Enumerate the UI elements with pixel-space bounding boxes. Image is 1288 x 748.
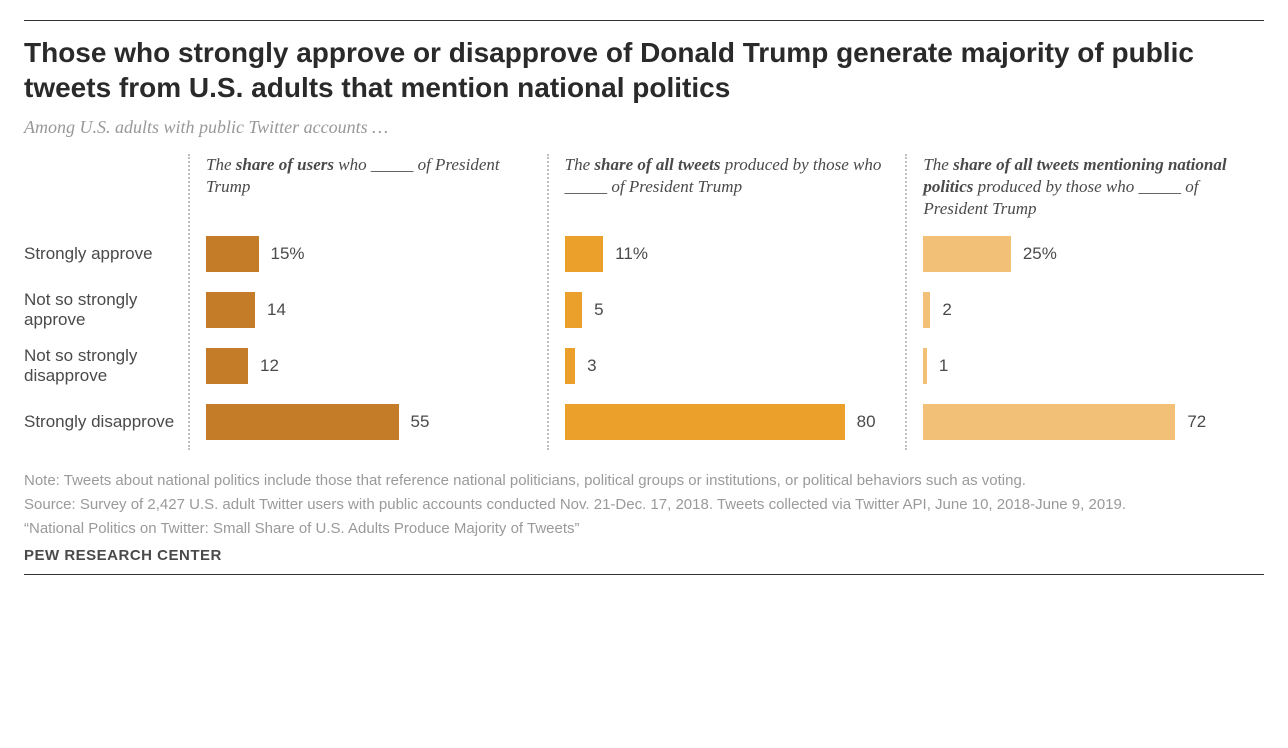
attribution: PEW RESEARCH CENTER: [24, 547, 1264, 564]
bar-value: 14: [267, 300, 286, 320]
footer-note: Note: Tweets about national politics inc…: [24, 470, 1264, 492]
panel-header: The share of all tweets mentioning natio…: [923, 154, 1252, 226]
bar-value: 55: [411, 412, 430, 432]
bar-value: 80: [857, 412, 876, 432]
category-label: Strongly approve: [24, 226, 188, 282]
bar: [206, 348, 248, 384]
bar-value: 15%: [271, 244, 305, 264]
bar: [923, 348, 927, 384]
panel-header: The share of all tweets produced by thos…: [565, 154, 894, 226]
category-label: Not so strongly approve: [24, 282, 188, 338]
bar-row: 3: [565, 338, 894, 394]
bar-row: 14: [206, 282, 535, 338]
category-axis: Strongly approve Not so strongly approve…: [24, 154, 188, 450]
bar: [565, 292, 583, 328]
bar: [206, 292, 255, 328]
panel-share-tweets: The share of all tweets produced by thos…: [547, 154, 906, 450]
panel-header-bold: share of all tweets: [594, 155, 720, 174]
bar-row: 5: [565, 282, 894, 338]
chart-area: Strongly approve Not so strongly approve…: [24, 154, 1264, 450]
bar-value: 25%: [1023, 244, 1057, 264]
footer-notes: Note: Tweets about national politics inc…: [24, 470, 1264, 539]
bar: [565, 404, 845, 440]
bar-row: 15%: [206, 226, 535, 282]
bar: [923, 292, 930, 328]
bar-row: 1: [923, 338, 1252, 394]
bar-row: 55: [206, 394, 535, 450]
bar-row: 2: [923, 282, 1252, 338]
footer-report: “National Politics on Twitter: Small Sha…: [24, 518, 1264, 540]
bar-value: 12: [260, 356, 279, 376]
bar: [565, 348, 576, 384]
bar-row: 12: [206, 338, 535, 394]
bar-row: 25%: [923, 226, 1252, 282]
bar-row: 11%: [565, 226, 894, 282]
bar: [206, 236, 259, 272]
bar: [565, 236, 604, 272]
panel-share-users: The share of users who _____ of Presiden…: [188, 154, 547, 450]
panel-header-pre: The: [923, 155, 953, 174]
bar-row: 72: [923, 394, 1252, 450]
bar: [923, 236, 1011, 272]
category-label: Not so strongly disapprove: [24, 338, 188, 394]
bar-value: 72: [1187, 412, 1206, 432]
bottom-rule: [24, 574, 1264, 575]
chart-title: Those who strongly approve or disapprove…: [24, 35, 1264, 105]
bar-value: 1: [939, 356, 948, 376]
panel-header-bold: share of users: [236, 155, 334, 174]
bar-row: 80: [565, 394, 894, 450]
bar-value: 5: [594, 300, 603, 320]
footer-source: Source: Survey of 2,427 U.S. adult Twitt…: [24, 494, 1264, 516]
category-label: Strongly disapprove: [24, 394, 188, 450]
top-rule: [24, 20, 1264, 21]
bar-value: 11%: [615, 244, 648, 264]
panel-header-pre: The: [565, 155, 595, 174]
panel-header-pre: The: [206, 155, 236, 174]
bar: [923, 404, 1175, 440]
bar: [206, 404, 399, 440]
chart-subtitle: Among U.S. adults with public Twitter ac…: [24, 117, 1264, 138]
panel-header: The share of users who _____ of Presiden…: [206, 154, 535, 226]
bar-value: 2: [942, 300, 951, 320]
bar-value: 3: [587, 356, 596, 376]
panel-share-politics-tweets: The share of all tweets mentioning natio…: [905, 154, 1264, 450]
